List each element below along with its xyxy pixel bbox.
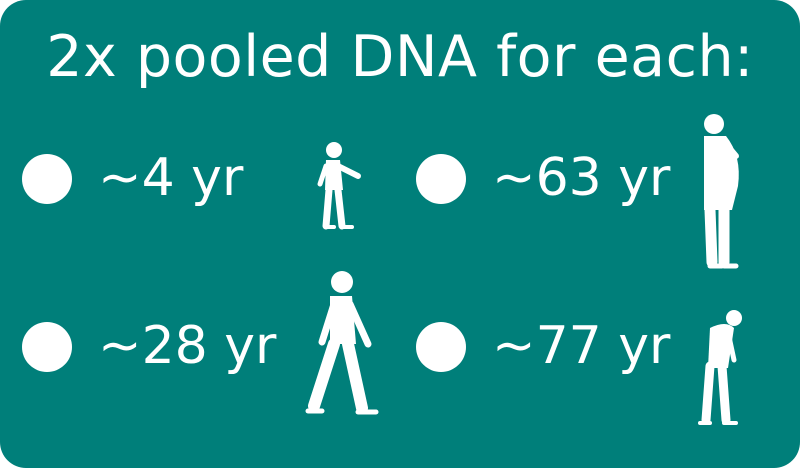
child-walking-icon [312,138,364,232]
bullet-dot [22,154,72,204]
age-label-77: ~77 yr [492,316,671,376]
bullet-dot [416,154,466,204]
age-label-4: ~4 yr [98,148,244,208]
age-label-28: ~28 yr [98,316,277,376]
bullet-dot [416,322,466,372]
adult-walking-icon [300,268,382,418]
age-label-63: ~63 yr [492,148,671,208]
elderly-stooped-icon [694,306,746,428]
standing-adult-icon [696,110,748,272]
card-title: 2x pooled DNA for each: [46,24,754,90]
bullet-dot [22,322,72,372]
